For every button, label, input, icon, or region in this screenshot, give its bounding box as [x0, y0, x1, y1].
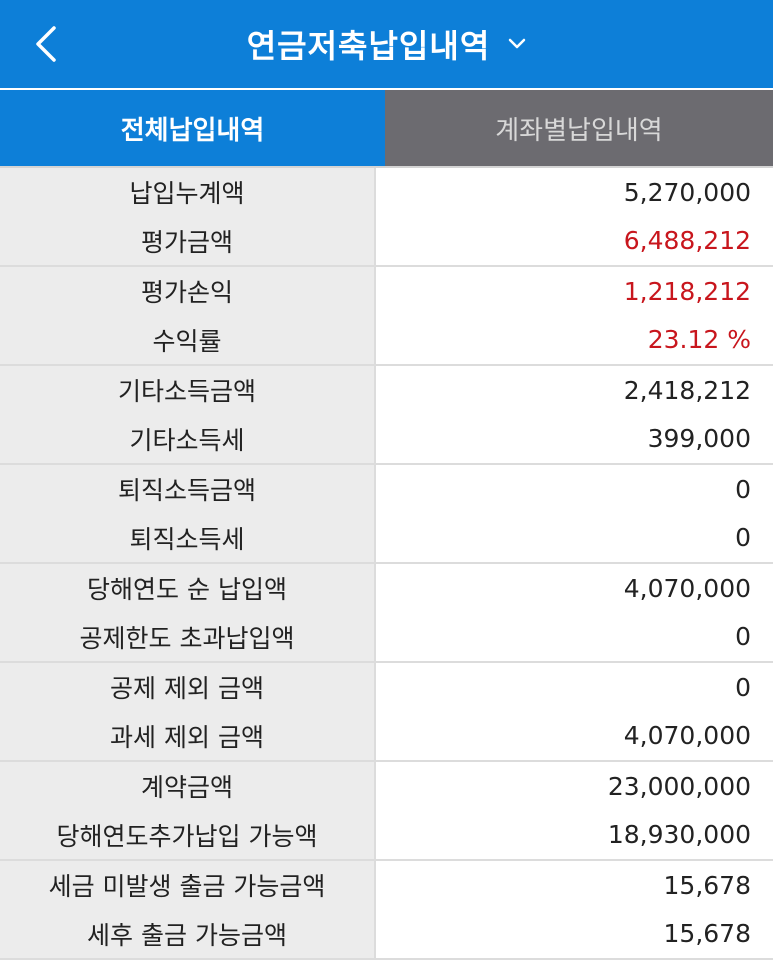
table-row: 계약금액 당해연도추가납입 가능액 23,000,000 18,930,000	[0, 762, 773, 861]
app-header: 연금저축납입내역	[0, 0, 773, 88]
row-label: 당해연도추가납입 가능액	[56, 821, 318, 851]
row-value: 1,218,212	[623, 276, 751, 306]
row-value: 4,070,000	[623, 573, 751, 603]
row-label: 당해연도 순 납입액	[87, 575, 287, 605]
row-value: 18,930,000	[607, 820, 751, 850]
table-row: 기타소득금액 기타소득세 2,418,212 399,000	[0, 366, 773, 465]
row-label: 세후 출금 가능금액	[87, 920, 287, 950]
tab-all-payments[interactable]: 전체납입내역	[0, 90, 385, 166]
row-value: 5,270,000	[623, 177, 751, 207]
row-value: 15,678	[663, 870, 751, 900]
row-label: 퇴직소득금액	[117, 476, 256, 506]
row-label: 평가손익	[140, 278, 233, 308]
table-row: 세금 미발생 출금 가능금액 세후 출금 가능금액 15,678 15,678	[0, 861, 773, 960]
row-label: 평가금액	[140, 227, 233, 257]
row-label: 수익률	[152, 326, 222, 356]
table-row: 납입누계액 평가금액 5,270,000 6,488,212	[0, 168, 773, 267]
row-value: 6,488,212	[623, 226, 751, 256]
row-label: 과세 제외 금액	[110, 722, 264, 752]
row-label: 기타소득금액	[117, 377, 256, 407]
row-label: 세금 미발생 출금 가능금액	[48, 872, 326, 902]
row-label: 납입누계액	[129, 179, 245, 209]
row-value: 0	[735, 523, 751, 553]
row-label: 공제 제외 금액	[110, 674, 264, 704]
row-value: 23.12 %	[647, 325, 751, 355]
row-value: 2,418,212	[623, 375, 751, 405]
row-value: 4,070,000	[623, 721, 751, 751]
back-button[interactable]	[26, 22, 66, 66]
table-row: 퇴직소득금액 퇴직소득세 0 0	[0, 465, 773, 564]
chevron-down-icon	[509, 38, 526, 49]
row-value: 399,000	[647, 424, 751, 454]
row-value: 0	[735, 474, 751, 504]
row-label: 공제한도 초과납입액	[79, 623, 295, 653]
row-label: 퇴직소득세	[129, 524, 245, 554]
row-label: 기타소득세	[129, 425, 245, 455]
row-label: 계약금액	[140, 773, 233, 803]
row-value: 15,678	[663, 919, 751, 949]
row-value: 0	[735, 672, 751, 702]
tab-bar: 전체납입내역 계좌별납입내역	[0, 88, 773, 166]
table-row: 당해연도 순 납입액 공제한도 초과납입액 4,070,000 0	[0, 564, 773, 663]
row-value: 0	[735, 622, 751, 652]
page-title: 연금저축납입내역	[246, 27, 491, 65]
chevron-left-icon	[36, 26, 56, 62]
tab-by-account[interactable]: 계좌별납입내역	[385, 90, 773, 166]
title-dropdown[interactable]: 연금저축납입내역	[247, 21, 527, 67]
payment-summary-table: 납입누계액 평가금액 5,270,000 6,488,212 평가손익 수익률 …	[0, 166, 773, 960]
row-value: 23,000,000	[607, 771, 751, 801]
table-row: 공제 제외 금액 과세 제외 금액 0 4,070,000	[0, 663, 773, 762]
table-row: 평가손익 수익률 1,218,212 23.12 %	[0, 267, 773, 366]
